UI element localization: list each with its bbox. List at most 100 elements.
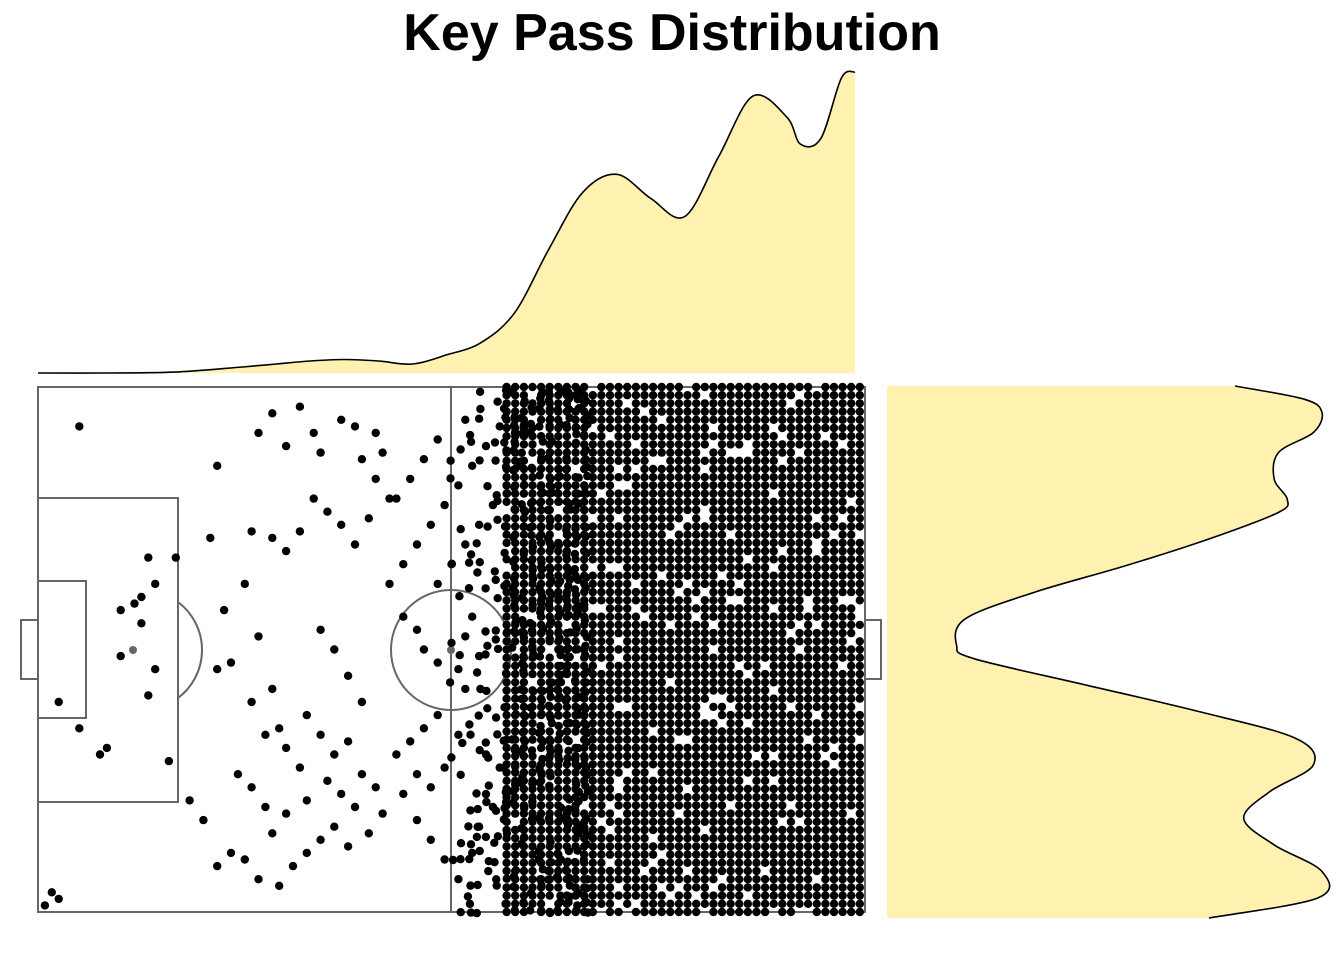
key-pass-point (829, 784, 839, 794)
key-pass-point (588, 464, 597, 474)
key-pass-point (683, 628, 692, 638)
key-pass-point (502, 423, 511, 433)
key-pass-point (545, 825, 554, 835)
key-pass-point (47, 888, 56, 897)
key-pass-point (769, 866, 778, 876)
key-pass-point (700, 669, 709, 679)
key-pass-point (700, 653, 709, 662)
key-pass-point (631, 653, 641, 662)
key-pass-point (554, 391, 563, 400)
key-pass-point (535, 471, 544, 480)
key-pass-point (536, 743, 546, 753)
key-pass-point (519, 768, 529, 777)
key-pass-point (700, 850, 709, 859)
key-pass-point (709, 719, 718, 728)
key-pass-point (597, 727, 606, 736)
key-pass-point (511, 571, 520, 580)
key-pass-point (700, 538, 709, 548)
key-pass-point (580, 596, 589, 605)
key-pass-point (571, 793, 580, 802)
key-pass-point (536, 801, 546, 810)
key-pass-point (795, 579, 804, 589)
key-pass-point (511, 784, 520, 794)
key-pass-point (743, 678, 752, 687)
key-pass-point (588, 751, 597, 761)
top-density-line (37, 70, 856, 374)
key-pass-point (760, 678, 770, 687)
key-pass-point (545, 415, 554, 424)
key-pass-point (760, 850, 770, 859)
key-pass-point (855, 669, 864, 679)
key-pass-point (623, 391, 632, 400)
key-pass-point (614, 440, 623, 449)
key-pass-point (752, 883, 761, 892)
key-pass-point (666, 481, 675, 490)
key-pass-point (726, 669, 735, 679)
key-pass-point (726, 719, 735, 728)
key-pass-point (511, 793, 520, 802)
key-pass-point (562, 391, 572, 400)
key-pass-point (743, 407, 752, 416)
key-pass-point (726, 727, 735, 736)
key-pass-point (692, 899, 701, 908)
key-pass-point (786, 719, 796, 728)
key-pass-point (760, 809, 770, 818)
key-pass-point (786, 710, 796, 720)
key-pass-point (536, 686, 546, 695)
key-pass-point (717, 489, 727, 498)
key-pass-point (700, 793, 709, 802)
key-pass-point (490, 438, 500, 447)
key-pass-point (812, 563, 821, 572)
key-pass-point (623, 866, 632, 876)
key-pass-point (709, 637, 718, 646)
key-pass-point (511, 473, 520, 482)
key-pass-point (769, 743, 778, 753)
key-pass-point (821, 686, 830, 695)
key-pass-point (554, 620, 563, 630)
key-pass-point (666, 382, 675, 392)
key-pass-point (812, 497, 821, 506)
key-pass-point (545, 702, 554, 712)
key-pass-point (657, 727, 666, 736)
key-pass-point (709, 391, 718, 400)
key-pass-point (571, 620, 580, 630)
key-pass-point (511, 637, 520, 646)
key-pass-point (769, 448, 778, 457)
key-pass-point (562, 481, 572, 490)
key-pass-point (490, 858, 499, 867)
key-pass-point (786, 743, 796, 753)
key-pass-point (631, 793, 641, 802)
key-pass-point (709, 579, 718, 589)
key-pass-point (812, 407, 821, 416)
key-pass-point (717, 555, 727, 564)
key-pass-point (545, 555, 554, 564)
key-pass-point (743, 907, 752, 917)
key-pass-point (302, 710, 311, 720)
key-pass-point (605, 571, 615, 580)
key-pass-point (847, 710, 856, 720)
key-pass-point (623, 776, 632, 785)
key-pass-point (838, 784, 847, 794)
key-pass-point (597, 399, 606, 408)
key-pass-point (580, 514, 589, 523)
key-pass-point (519, 875, 529, 884)
key-pass-point (769, 719, 778, 728)
key-pass-point (357, 697, 367, 707)
key-pass-point (692, 801, 701, 810)
key-pass-point (605, 464, 615, 474)
key-pass-point (511, 727, 520, 736)
key-pass-point (803, 423, 813, 433)
key-pass-point (588, 637, 597, 646)
key-pass-point (562, 432, 572, 441)
key-pass-point (648, 678, 658, 687)
key-pass-point (580, 497, 589, 506)
key-pass-point (717, 899, 727, 908)
key-pass-point (526, 906, 535, 915)
key-pass-point (855, 555, 864, 564)
key-pass-point (803, 661, 813, 671)
key-pass-point (640, 604, 649, 613)
key-pass-point (821, 645, 830, 654)
key-pass-point (597, 563, 606, 572)
key-pass-point (571, 522, 580, 531)
key-pass-point (588, 760, 597, 769)
